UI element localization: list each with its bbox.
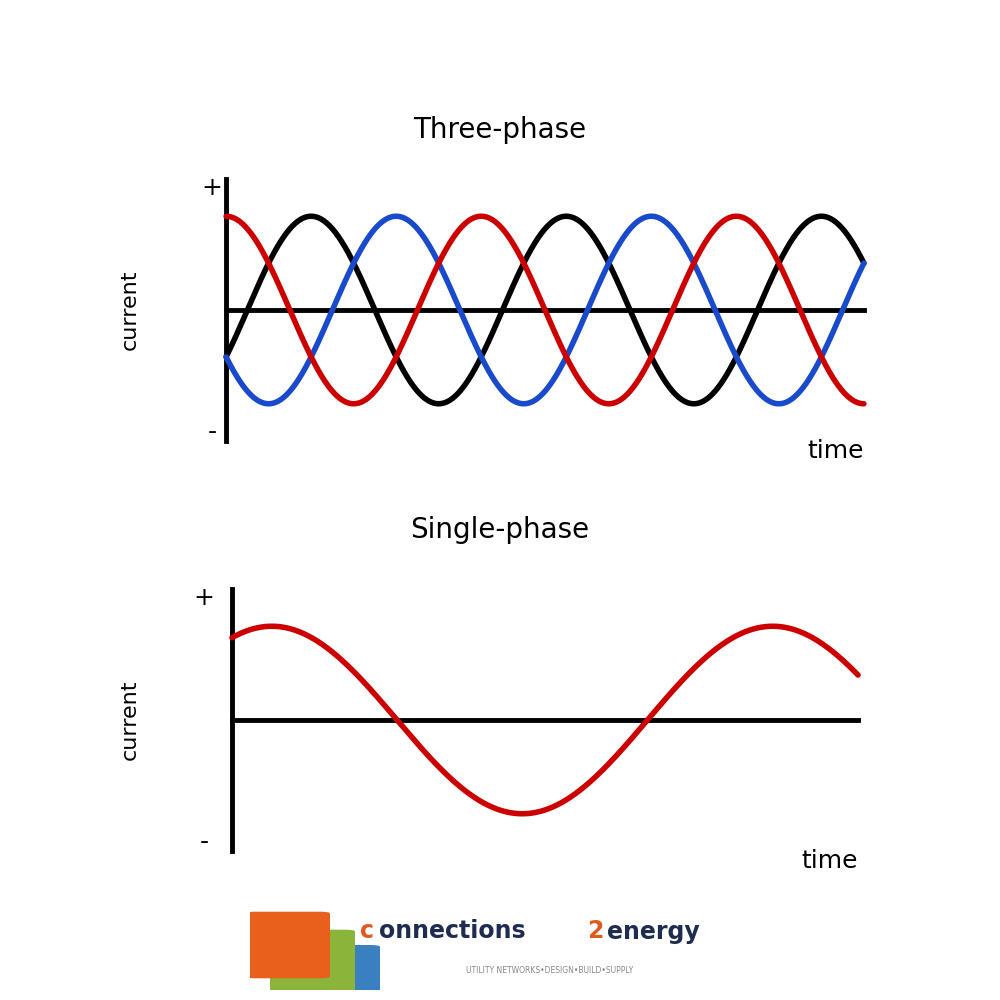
Text: time: time [807,439,864,463]
Text: +: + [194,586,214,610]
Text: time: time [802,849,858,873]
FancyBboxPatch shape [270,930,355,996]
Text: UTILITY NETWORKS•DESIGN•BUILD•SUPPLY: UTILITY NETWORKS•DESIGN•BUILD•SUPPLY [466,966,634,975]
FancyBboxPatch shape [295,945,380,1000]
Text: c: c [360,920,374,944]
Text: current: current [120,680,140,760]
Text: -: - [199,830,209,854]
Text: 2: 2 [588,920,604,944]
Text: +: + [201,176,222,200]
Text: current: current [120,270,140,350]
Text: Three-phase: Three-phase [413,116,587,144]
Text: onnections: onnections [379,920,526,944]
Text: Single-phase: Single-phase [410,516,590,544]
FancyBboxPatch shape [245,912,330,978]
Text: -: - [207,420,216,444]
Text: energy: energy [606,920,699,944]
